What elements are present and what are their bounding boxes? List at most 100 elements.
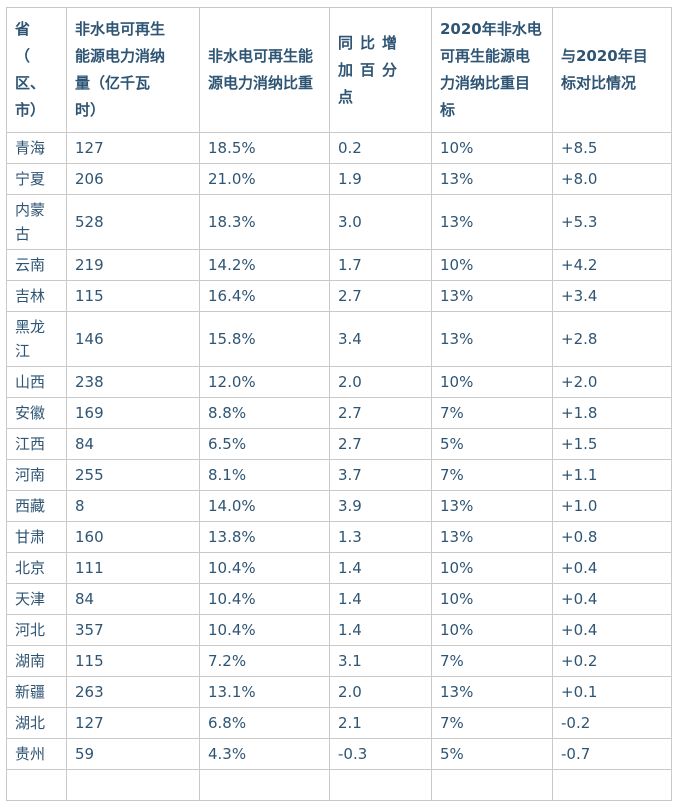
table-cell: 1.7 bbox=[329, 249, 432, 281]
table-cell: +0.8 bbox=[552, 521, 672, 553]
table-cell: 2.0 bbox=[329, 366, 432, 398]
table-cell: 13% bbox=[431, 163, 553, 195]
table-cell: 山西 bbox=[6, 366, 67, 398]
table-cell: 10% bbox=[431, 614, 553, 646]
table-cell: 3.9 bbox=[329, 490, 432, 522]
table-cell: 1.4 bbox=[329, 583, 432, 615]
table-cell: 贵州 bbox=[6, 738, 67, 770]
header-province: 省 （ 区、 市） bbox=[6, 7, 67, 133]
table-cell: 安徽 bbox=[6, 397, 67, 429]
table-cell: 湖北 bbox=[6, 707, 67, 739]
table-cell: 115 bbox=[66, 645, 200, 677]
table-cell: 5% bbox=[431, 738, 553, 770]
table-cell: 255 bbox=[66, 459, 200, 491]
table-cell: 10.4% bbox=[199, 583, 330, 615]
table-cell: 13% bbox=[431, 521, 553, 553]
header-consumption-amount: 非水电可再生 能源电力消纳 量（亿千瓦 时） bbox=[66, 7, 200, 133]
table-cell: +0.4 bbox=[552, 552, 672, 584]
table-cell: 13.8% bbox=[199, 521, 330, 553]
header-consumption-share: 非水电可再生能 源电力消纳比重 bbox=[199, 7, 330, 133]
header-2020-target: 2020年非水电 可再生能源电 力消纳比重目 标 bbox=[431, 7, 553, 133]
table-cell: 206 bbox=[66, 163, 200, 195]
table-cell bbox=[6, 769, 67, 801]
table-cell: 14.2% bbox=[199, 249, 330, 281]
table-cell: 3.0 bbox=[329, 194, 432, 250]
table-cell: 2.7 bbox=[329, 280, 432, 312]
table-cell: -0.2 bbox=[552, 707, 672, 739]
table-cell: 219 bbox=[66, 249, 200, 281]
table-cell: 13% bbox=[431, 194, 553, 250]
table-cell: +2.8 bbox=[552, 311, 672, 367]
table-cell: +3.4 bbox=[552, 280, 672, 312]
table-cell: 10% bbox=[431, 552, 553, 584]
table-cell: +5.3 bbox=[552, 194, 672, 250]
table-cell bbox=[66, 769, 200, 801]
table-cell: 江西 bbox=[6, 428, 67, 460]
table-cell: 13% bbox=[431, 311, 553, 367]
table-cell: 1.9 bbox=[329, 163, 432, 195]
table-body: 青海 127 18.5% 0.2 10% +8.5 宁夏 206 21.0% 1.9 13% +8.0… bbox=[6, 132, 672, 801]
table-cell: 新疆 bbox=[6, 676, 67, 708]
table-cell: 14.0% bbox=[199, 490, 330, 522]
table-cell: 宁夏 bbox=[6, 163, 67, 195]
table-cell: 云南 bbox=[6, 249, 67, 281]
table-row: 湖北 127 6.8% 2.1 7% -0.2 bbox=[6, 707, 672, 739]
table-cell: 3.7 bbox=[329, 459, 432, 491]
table-cell: -0.7 bbox=[552, 738, 672, 770]
table-cell: 天津 bbox=[6, 583, 67, 615]
table-cell: +1.0 bbox=[552, 490, 672, 522]
table-cell: 8 bbox=[66, 490, 200, 522]
table-cell: 13.1% bbox=[199, 676, 330, 708]
table-cell: 12.0% bbox=[199, 366, 330, 398]
table-cell bbox=[329, 769, 432, 801]
table-cell: 1.4 bbox=[329, 614, 432, 646]
table-row: 天津 84 10.4% 1.4 10% +0.4 bbox=[6, 583, 672, 615]
table-cell: 4.3% bbox=[199, 738, 330, 770]
table-row: 宁夏 206 21.0% 1.9 13% +8.0 bbox=[6, 163, 672, 195]
table-cell: 2.7 bbox=[329, 428, 432, 460]
table-cell: 10.4% bbox=[199, 614, 330, 646]
table-row: 河南 255 8.1% 3.7 7% +1.1 bbox=[6, 459, 672, 491]
table-cell bbox=[199, 769, 330, 801]
table-cell: +1.1 bbox=[552, 459, 672, 491]
table-cell: 169 bbox=[66, 397, 200, 429]
table-cell: 10.4% bbox=[199, 552, 330, 584]
table-cell: 84 bbox=[66, 583, 200, 615]
header-yoy-increase: 同比增 加百分 点 bbox=[329, 7, 432, 133]
table-row: 云南 219 14.2% 1.7 10% +4.2 bbox=[6, 249, 672, 281]
table-row: 江西 84 6.5% 2.7 5% +1.5 bbox=[6, 428, 672, 460]
header-vs-target: 与2020年目 标对比情况 bbox=[552, 7, 672, 133]
table-cell: +2.0 bbox=[552, 366, 672, 398]
table-row: 山西 238 12.0% 2.0 10% +2.0 bbox=[6, 366, 672, 398]
table-cell: 内蒙古 bbox=[6, 194, 67, 250]
table-row: 内蒙古 528 18.3% 3.0 13% +5.3 bbox=[6, 194, 672, 250]
table-cell: 16.4% bbox=[199, 280, 330, 312]
table-cell: 2.7 bbox=[329, 397, 432, 429]
table-cell: 北京 bbox=[6, 552, 67, 584]
table-cell: 111 bbox=[66, 552, 200, 584]
table-cell: 10% bbox=[431, 249, 553, 281]
table-cell: 3.1 bbox=[329, 645, 432, 677]
table-cell: 146 bbox=[66, 311, 200, 367]
table-cell: 西藏 bbox=[6, 490, 67, 522]
table-cell: 1.4 bbox=[329, 552, 432, 584]
table-row: 新疆 263 13.1% 2.0 13% +0.1 bbox=[6, 676, 672, 708]
table-cell: 6.8% bbox=[199, 707, 330, 739]
table-cell: 8.1% bbox=[199, 459, 330, 491]
table-cell: 0.2 bbox=[329, 132, 432, 164]
table-cell: 6.5% bbox=[199, 428, 330, 460]
table-cell: +1.8 bbox=[552, 397, 672, 429]
table-cell: 528 bbox=[66, 194, 200, 250]
table-row: 河北 357 10.4% 1.4 10% +0.4 bbox=[6, 614, 672, 646]
table-row: 湖南 115 7.2% 3.1 7% +0.2 bbox=[6, 645, 672, 677]
table-cell: 2.0 bbox=[329, 676, 432, 708]
table-cell: 21.0% bbox=[199, 163, 330, 195]
table-cell: 河北 bbox=[6, 614, 67, 646]
table-row bbox=[6, 769, 672, 801]
table-cell: 3.4 bbox=[329, 311, 432, 367]
table-header: 省 （ 区、 市） 非水电可再生 能源电力消纳 量（亿千瓦 时） 非水电可再生能… bbox=[6, 7, 672, 133]
table-cell: 青海 bbox=[6, 132, 67, 164]
table-cell: 18.3% bbox=[199, 194, 330, 250]
table-cell: 8.8% bbox=[199, 397, 330, 429]
table-cell: 2.1 bbox=[329, 707, 432, 739]
